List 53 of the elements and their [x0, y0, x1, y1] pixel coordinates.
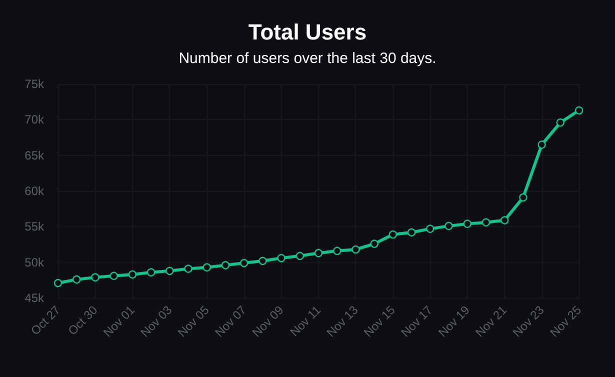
chart-subtitle: Number of users over the last 30 days. [178, 50, 436, 67]
x-tick-label: Nov 09 [249, 302, 286, 340]
point [538, 140, 546, 149]
point [166, 266, 174, 275]
point [500, 216, 509, 224]
point [54, 278, 62, 288]
x-tick-label: Nov 23 [510, 302, 547, 340]
point [221, 261, 230, 270]
y-tick-label: 75k [24, 77, 45, 91]
point [146, 268, 156, 276]
point [444, 222, 453, 230]
point [370, 240, 378, 248]
x-tick-label: Nov 19 [436, 302, 473, 340]
point [277, 254, 286, 262]
point [426, 224, 434, 233]
x-tick-label: Nov 05 [175, 302, 212, 340]
x-tick-label: Nov 01 [100, 302, 138, 340]
chart-title: Total Users [248, 20, 367, 44]
point [296, 252, 304, 260]
point [110, 272, 118, 280]
y-tick-label: 70k [24, 112, 45, 127]
point [556, 118, 564, 127]
x-tick-label: Nov 13 [324, 302, 361, 340]
point [240, 258, 248, 268]
point [91, 273, 100, 282]
x-tick-label: Oct 27 [28, 302, 64, 338]
point [407, 228, 416, 236]
point [128, 270, 137, 279]
point [574, 106, 584, 114]
y-tick-label: 65k [24, 148, 45, 162]
point [258, 256, 267, 266]
x-tick-label: Nov 25 [547, 302, 584, 340]
x-tick-label: Nov 17 [398, 302, 436, 340]
point [388, 230, 398, 239]
point [333, 246, 342, 256]
point [352, 245, 360, 254]
point [314, 248, 323, 258]
y-tick-label: 45k [24, 291, 45, 305]
point [463, 220, 472, 228]
x-tick-label: Nov 21 [472, 302, 510, 340]
point [72, 275, 81, 284]
y-tick-label: 55k [24, 220, 45, 234]
x-tick-label: Nov 15 [361, 302, 398, 340]
x-tick-label: Nov 07 [212, 302, 250, 340]
point [202, 263, 211, 272]
point [184, 264, 192, 273]
point [482, 218, 490, 226]
y-tick-label: 50k [24, 255, 45, 270]
point [519, 193, 528, 202]
y-tick-label: 60k [24, 184, 45, 198]
x-tick-label: Nov 11 [287, 302, 324, 340]
x-tick-label: Nov 03 [138, 302, 175, 340]
x-tick-label: Oct 30 [65, 302, 100, 338]
